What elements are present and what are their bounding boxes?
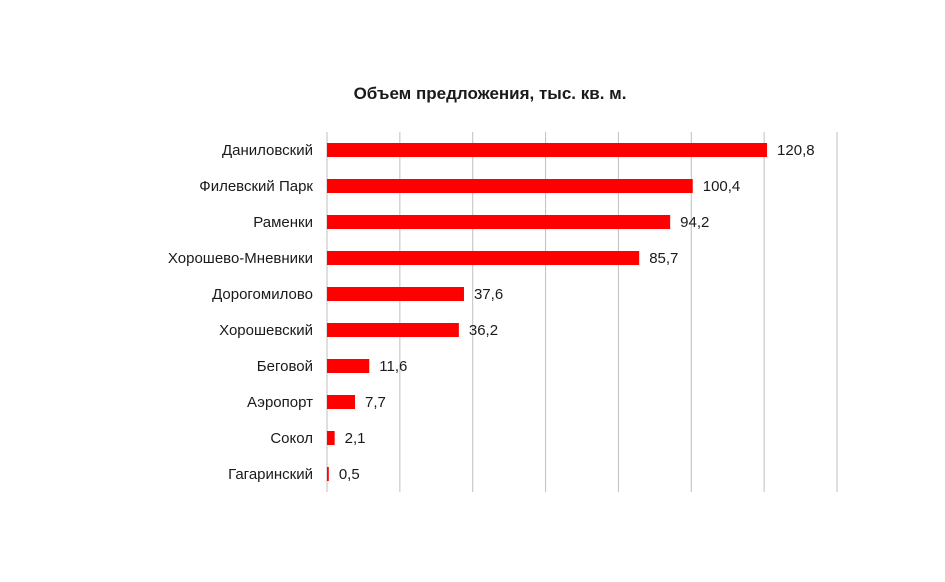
value-label: 120,8: [777, 142, 815, 159]
bar: [327, 143, 768, 157]
category-label: Филевский Парк: [199, 178, 313, 195]
grid-lines: [326, 132, 838, 492]
category-label: Гагаринский: [228, 466, 313, 483]
category-label: Сокол: [270, 430, 313, 447]
category-label: Хорошево-Мневники: [168, 250, 313, 267]
value-label: 0,5: [339, 466, 360, 483]
bar: [327, 179, 693, 193]
category-label: Аэропорт: [247, 394, 313, 411]
category-label: Дорогомилово: [212, 286, 313, 303]
bar: [327, 251, 640, 265]
value-label: 36,2: [469, 322, 498, 339]
value-label: 100,4: [703, 178, 741, 195]
bar: [327, 431, 335, 445]
category-label: Хорошевский: [219, 322, 313, 339]
bar: [327, 359, 370, 373]
value-label: 2,1: [345, 430, 366, 447]
value-label: 94,2: [680, 214, 709, 231]
bars: [327, 143, 768, 481]
value-label: 11,6: [379, 358, 407, 375]
value-label: 37,6: [474, 286, 503, 303]
chart-title: Объем предложения, тыс. кв. м.: [353, 84, 627, 103]
value-label: 85,7: [649, 250, 678, 267]
value-label: 7,7: [365, 394, 386, 411]
bar: [327, 287, 464, 301]
labels: Даниловский 120,8 Филевский Парк 100,4 Рамен…: [168, 142, 815, 483]
bar: [327, 215, 671, 229]
bar: [327, 323, 459, 337]
category-label: Даниловский: [222, 142, 313, 159]
category-label: Раменки: [253, 214, 313, 231]
category-label: Беговой: [257, 358, 313, 375]
bar: [327, 467, 329, 481]
bar: [327, 395, 356, 409]
